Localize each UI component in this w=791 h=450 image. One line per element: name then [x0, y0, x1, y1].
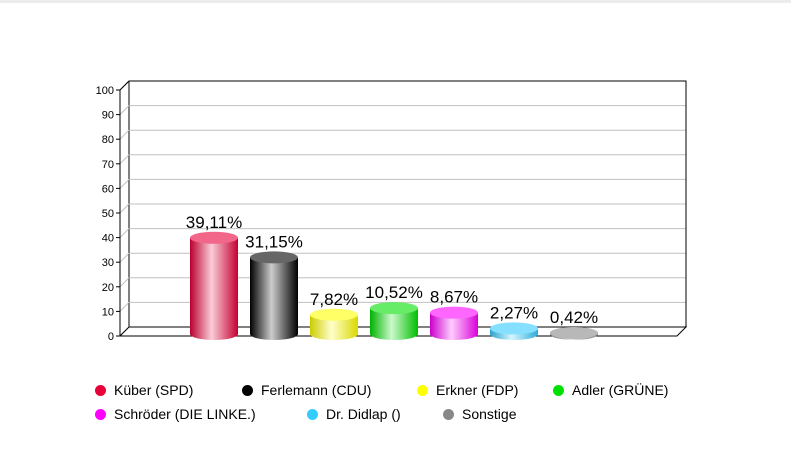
- legend-item: Ferlemann (CDU): [242, 378, 417, 402]
- gridline-side: [119, 302, 130, 312]
- gridline-side: [119, 252, 130, 263]
- legend-label: Sonstige: [462, 406, 517, 422]
- legend-label: Erkner (FDP): [436, 382, 519, 398]
- legend-item: Dr. Didlap (): [307, 402, 443, 426]
- legend-marker-icon: [95, 408, 106, 420]
- data-label: 2,27%: [490, 303, 538, 322]
- gridline-side: [119, 129, 130, 140]
- data-label: 8,67%: [430, 288, 478, 307]
- legend-marker-icon: [417, 384, 428, 396]
- y-tick-label: 10: [102, 306, 114, 318]
- legend-label: Dr. Didlap (): [326, 406, 401, 422]
- gridline-side: [119, 228, 130, 238]
- data-label: 0,42%: [550, 308, 598, 327]
- bar-top: [310, 308, 358, 321]
- bar-body: [310, 314, 358, 340]
- y-tick-label: 70: [102, 159, 114, 171]
- gridline-side: [119, 105, 130, 115]
- bar-body: [250, 257, 298, 340]
- bar-body: [430, 312, 478, 340]
- bar-6: [490, 322, 538, 340]
- data-label: 10,52%: [365, 283, 423, 302]
- legend-label: Ferlemann (CDU): [261, 382, 372, 398]
- bar-1: [190, 231, 238, 340]
- y-axis-top: [119, 80, 130, 91]
- bar-top: [490, 322, 538, 335]
- bar-4: [370, 302, 418, 340]
- bar-top: [370, 302, 418, 315]
- legend-marker-icon: [95, 384, 106, 396]
- legend-item: Adler (GRÜNE): [553, 378, 693, 402]
- y-tick-label: 0: [108, 331, 114, 343]
- y-tick-label: 30: [102, 257, 114, 269]
- legend-item: Erkner (FDP): [417, 378, 553, 402]
- legend-marker-icon: [443, 408, 454, 420]
- legend-label: Küber (SPD): [114, 382, 194, 398]
- bar-top: [250, 251, 298, 264]
- legend-label: Schröder (DIE LINKE.): [114, 406, 256, 422]
- bar-body: [190, 237, 238, 340]
- data-label: 31,15%: [245, 232, 303, 251]
- bar-top: [550, 326, 598, 339]
- y-tick-label: 40: [102, 233, 114, 245]
- legend-marker-icon: [242, 384, 253, 396]
- bar-2: [250, 251, 298, 340]
- gridline-side: [119, 277, 130, 288]
- bar-chart: 0 10 20 30 40 50 60 70 80 90 100 39,11%31,15% 7,82% 1…: [96, 80, 688, 343]
- legend-item: Küber (SPD): [95, 378, 242, 402]
- y-tick-label: 50: [102, 208, 114, 220]
- legend-label: Adler (GRÜNE): [572, 382, 669, 398]
- y-tick-label: 100: [96, 85, 114, 97]
- legend-marker-icon: [553, 384, 564, 396]
- legend-marker-icon: [307, 408, 318, 420]
- gridline-side: [119, 203, 130, 214]
- legend: Küber (SPD) Ferlemann (CDU) Erkner (FDP) Ad…: [95, 378, 735, 426]
- data-label: 7,82%: [310, 290, 358, 309]
- bar-5: [430, 306, 478, 340]
- data-label: 39,11%: [186, 213, 242, 232]
- legend-item: Sonstige: [443, 402, 563, 426]
- gridline-side: [119, 154, 130, 165]
- bar-top: [430, 306, 478, 319]
- y-tick-label: 20: [102, 282, 114, 294]
- bar-7: [550, 326, 598, 340]
- y-tick-label: 90: [102, 110, 114, 122]
- legend-item: Schröder (DIE LINKE.): [95, 402, 307, 426]
- bar-top: [190, 231, 238, 244]
- y-tick-label: 60: [102, 183, 114, 195]
- gridline-side: [119, 179, 130, 189]
- bar-body: [370, 308, 418, 340]
- top-border: [0, 0, 791, 3]
- bar-3: [310, 308, 358, 340]
- y-tick-label: 80: [102, 134, 114, 146]
